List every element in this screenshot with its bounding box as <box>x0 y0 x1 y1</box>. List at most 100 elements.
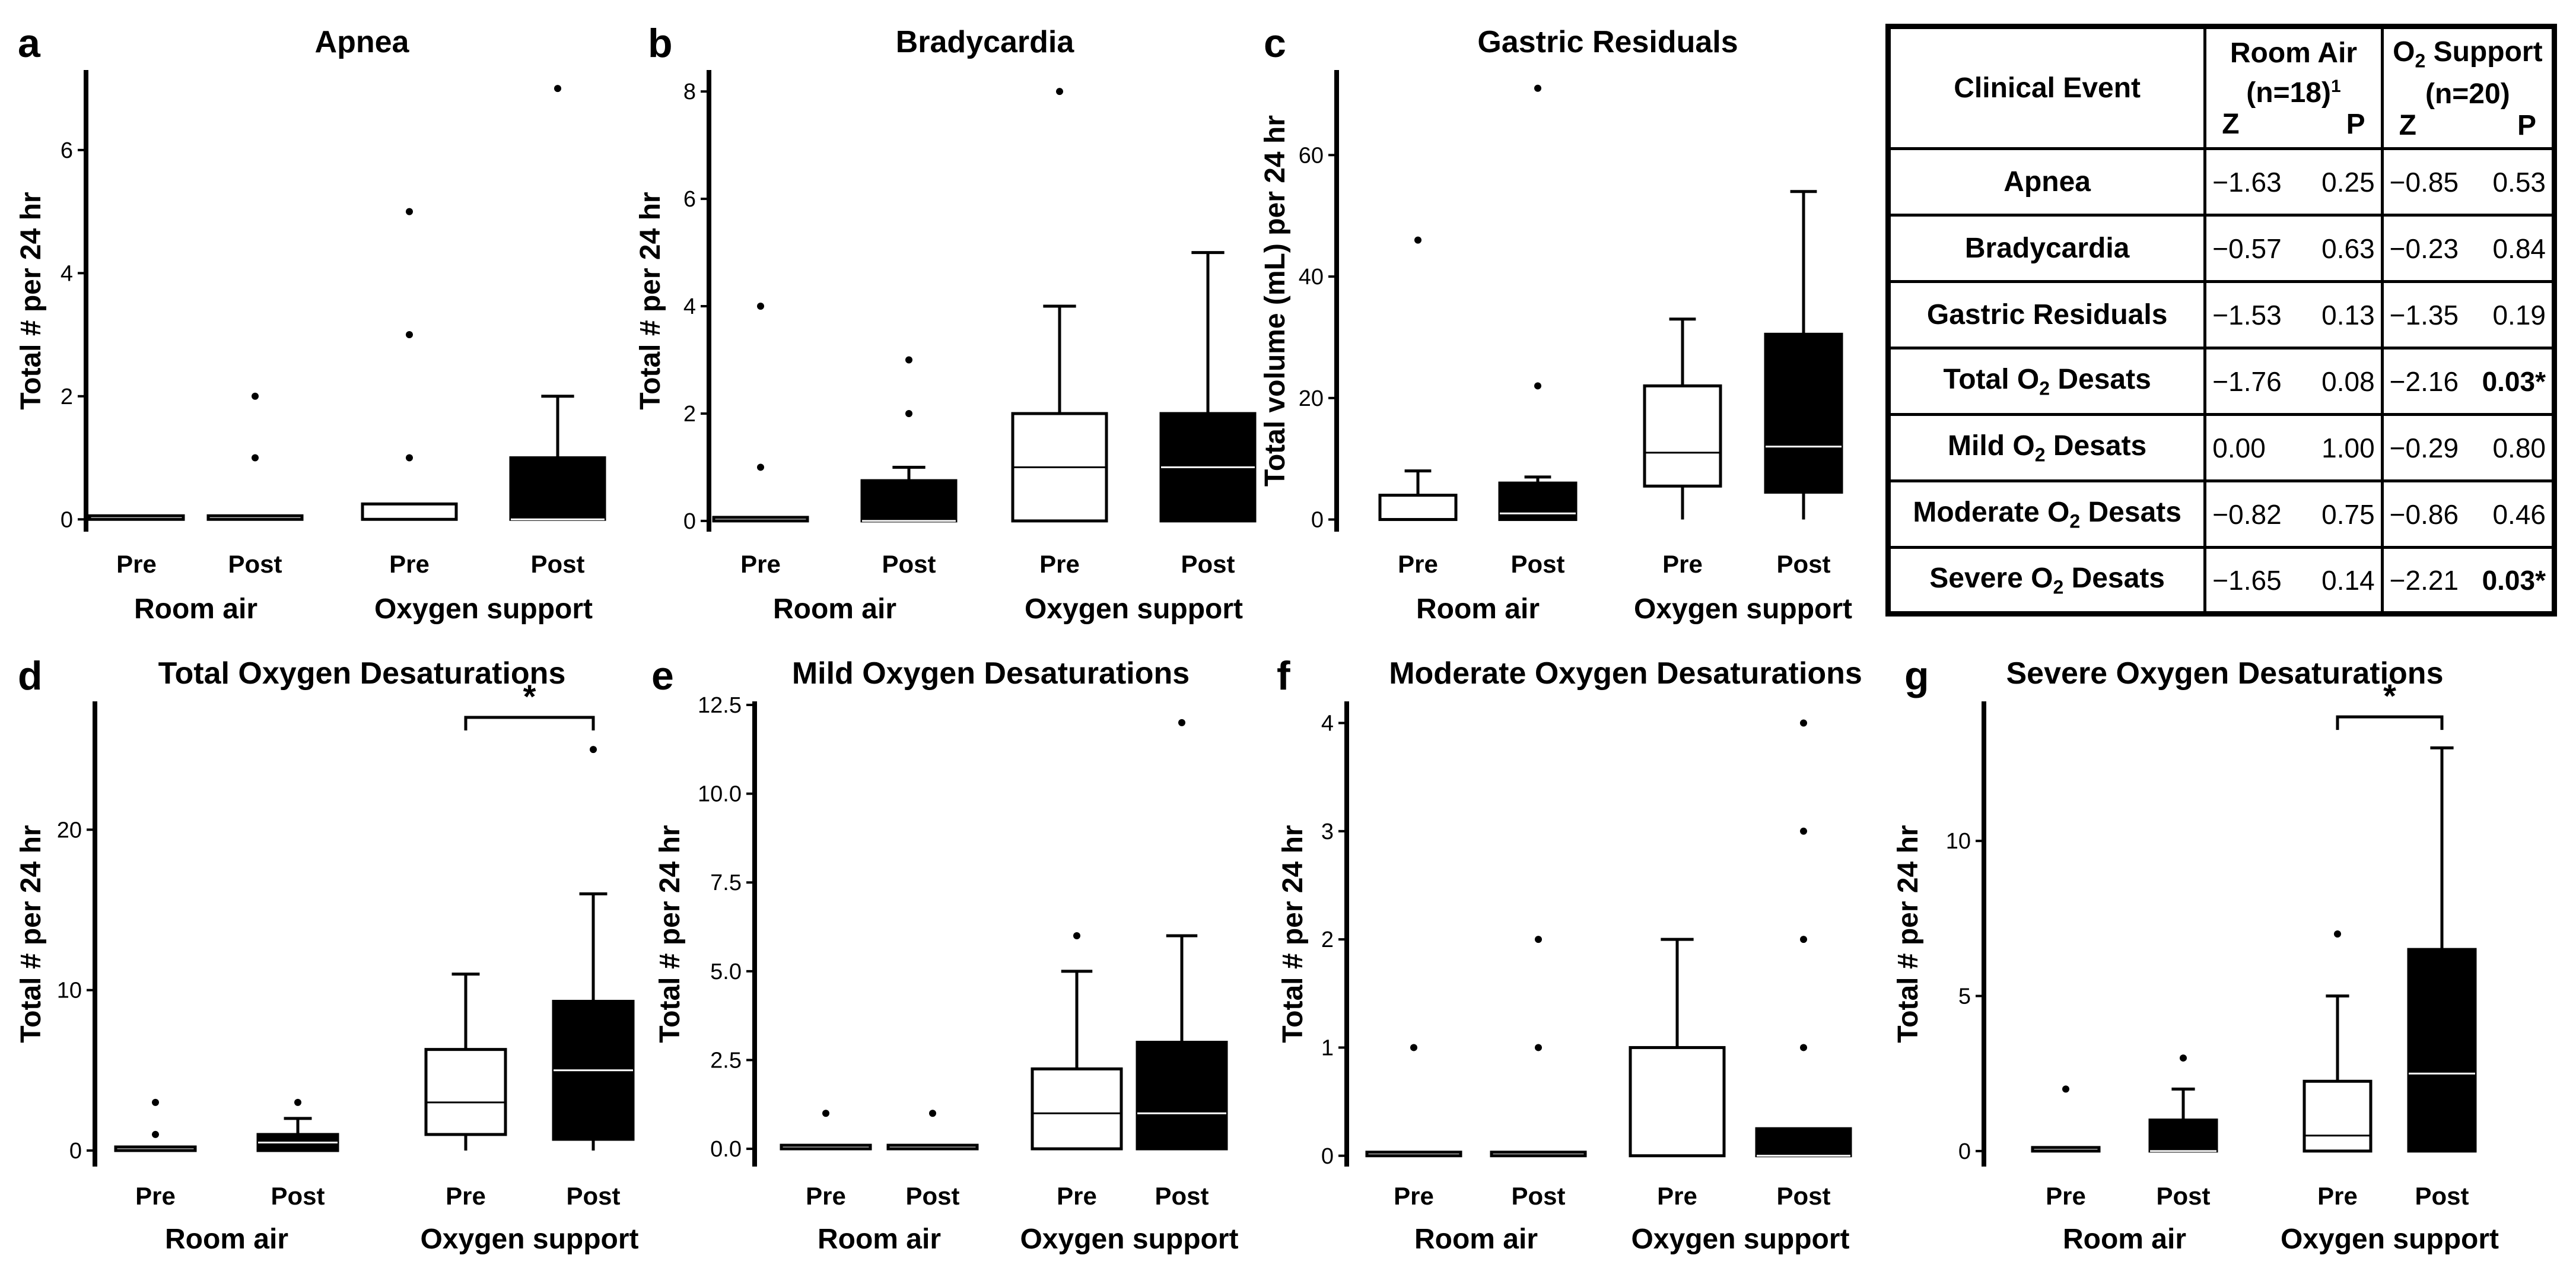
box-4 <box>2407 948 2477 1153</box>
y-tick-label: 4 <box>61 261 73 286</box>
o2-support-stats: −0.86 0.46 <box>2380 479 2556 549</box>
chart-title: Apnea <box>315 25 410 59</box>
y-tick-label: 3 <box>1321 819 1334 844</box>
x-category-label: Post <box>530 550 584 578</box>
y-tick-label: 0 <box>61 507 73 532</box>
outlier-point <box>757 463 764 471</box>
outlier-point <box>1535 1044 1542 1051</box>
x-category-label: Post <box>1510 550 1564 578</box>
room-air-stats: −0.57 0.63 <box>2203 214 2384 283</box>
x-category-label: Pre <box>2046 1182 2086 1210</box>
box-3 <box>1031 1067 1123 1151</box>
outlier-point <box>294 1098 301 1106</box>
group-label-oxygen-support: Oxygen support <box>2281 1224 2499 1255</box>
box-2 <box>886 1143 979 1151</box>
x-category-label: Pre <box>1057 1182 1097 1210</box>
y-tick-label: 0.0 <box>710 1137 742 1162</box>
outlier-point <box>1414 236 1421 244</box>
panel-letter: g <box>1904 653 1929 698</box>
panel-letter: b <box>648 21 673 66</box>
p-value: 0.14 <box>2321 564 2375 596</box>
outlier-point <box>757 303 764 310</box>
y-tick-label: 6 <box>683 187 696 212</box>
y-tick-label: 0 <box>1321 1144 1334 1169</box>
p-value: 0.53 <box>2492 166 2546 198</box>
outlier-point <box>929 1110 936 1117</box>
o2-support-stats: −2.16 0.03* <box>2380 347 2556 416</box>
x-category-label: Post <box>1776 550 1830 578</box>
group-label-oxygen-support: Oxygen support <box>374 593 593 625</box>
group-label-room-air: Room air <box>818 1224 941 1255</box>
group-label-room-air: Room air <box>1414 1224 1538 1255</box>
y-axis-label: Total # per 24 hr <box>15 192 47 409</box>
y-tick-label: 5.0 <box>710 959 742 984</box>
box-3 <box>2303 1079 2373 1153</box>
panel-letter: f <box>1277 653 1290 698</box>
significance-bracket <box>2336 715 2444 730</box>
panel-letter: c <box>1264 21 1286 66</box>
group-label-room-air: Room air <box>134 593 257 625</box>
outlier-point <box>2334 930 2341 938</box>
p-value: 0.75 <box>2321 498 2375 530</box>
chart-title: Gastric Residuals <box>1477 25 1738 59</box>
box-2 <box>206 514 304 521</box>
box-2 <box>1490 1151 1587 1158</box>
z-value: −1.76 <box>2212 366 2282 397</box>
table-row: Bradycardia −0.57 0.63 −0.23 0.84 <box>1886 214 2556 283</box>
y-tick-label: 7.5 <box>710 870 742 895</box>
x-category-label: Post <box>1181 550 1235 578</box>
o2-support-stats: −1.35 0.19 <box>2380 280 2556 349</box>
z-value: −1.63 <box>2212 166 2282 198</box>
y-tick-label: 0 <box>69 1139 82 1164</box>
box-4 <box>1136 1041 1228 1151</box>
p-value: 0.84 <box>2492 233 2546 264</box>
x-category-label: Post <box>882 550 936 578</box>
x-category-label: Post <box>1776 1182 1830 1210</box>
group-label-oxygen-support: Oxygen support <box>420 1224 638 1255</box>
x-category-label: Pre <box>116 550 157 578</box>
outlier-point <box>406 208 413 215</box>
box-1 <box>88 514 185 521</box>
y-axis-label: Total # per 24 hr <box>654 825 686 1043</box>
chart-panel-b: b Bradycardia Total # per 24 hr 0 2 4 6 8 Pre Pos… <box>635 21 1257 625</box>
room-air-stats: −1.63 0.25 <box>2203 147 2384 217</box>
box-3 <box>1629 1046 1726 1158</box>
box-4 <box>509 456 606 521</box>
outlier-point <box>1534 382 1541 390</box>
significance-marker: * <box>2383 677 2396 714</box>
y-axis-label: Total # per 24 hr <box>15 825 47 1043</box>
x-category-label: Pre <box>1398 550 1438 578</box>
box-3 <box>424 1048 507 1136</box>
y-tick-label: 1 <box>1321 1035 1334 1060</box>
outlier-point <box>252 454 259 462</box>
box-2 <box>860 479 958 523</box>
x-category-label: Pre <box>806 1182 846 1210</box>
y-tick-label: 8 <box>683 80 696 104</box>
chart-title: Mild Oxygen Desaturations <box>792 656 1190 691</box>
x-category-label: Post <box>2415 1182 2469 1210</box>
y-tick-label: 12.5 <box>698 693 742 718</box>
x-category-label: Pre <box>1657 1182 1697 1210</box>
box-1 <box>780 1143 872 1151</box>
y-tick-label: 2.5 <box>710 1048 742 1073</box>
y-tick-label: 2 <box>61 385 73 409</box>
p-value: 0.46 <box>2492 498 2546 530</box>
outlier-point <box>1800 719 1807 727</box>
x-category-label: Post <box>2156 1182 2210 1210</box>
y-tick-label: 2 <box>1321 927 1334 952</box>
p-value: 0.03* <box>2482 564 2546 596</box>
x-category-label: Pre <box>135 1182 176 1210</box>
group-label-room-air: Room air <box>773 593 896 625</box>
box-1 <box>2031 1146 2101 1153</box>
p-value: 0.80 <box>2492 432 2546 463</box>
table-row: Mild O2 Desats 0.00 1.00 −0.29 0.80 <box>1886 413 2556 482</box>
table-row: Gastric Residuals −1.53 0.13 −1.35 0.19 <box>1886 280 2556 349</box>
chart-title: Bradycardia <box>896 25 1075 59</box>
outlier-point <box>2180 1054 2187 1062</box>
room-air-stats: −1.53 0.13 <box>2203 280 2384 349</box>
room-air-stats: −0.82 0.75 <box>2203 479 2384 549</box>
y-tick-label: 0 <box>1958 1139 1971 1164</box>
